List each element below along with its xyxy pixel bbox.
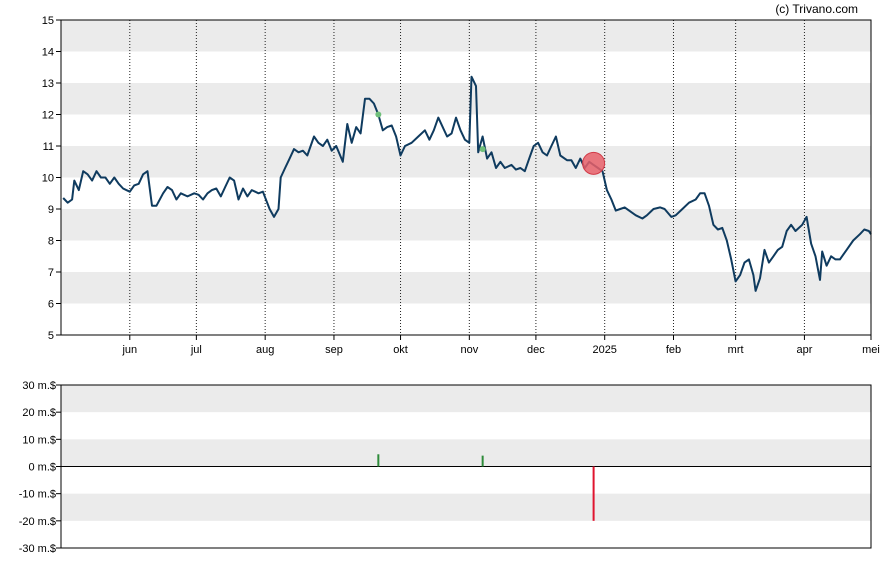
price-y-tick-labels: 5 6 7 8 9 10 11 12 13 14 15 (42, 15, 61, 342)
volume-y-tick-label: 10 m.$ (22, 434, 56, 446)
y-tick-label: 10 (42, 173, 54, 185)
volume-band (61, 493, 871, 521)
x-tick-label: mrt (728, 344, 744, 356)
y-tick-label: 7 (48, 267, 54, 279)
y-tick-label: 8 (48, 236, 54, 248)
x-tick-label: apr (796, 344, 812, 356)
copyright-text: (c) Trivano.com (775, 2, 858, 16)
volume-y-tick-label: -10 m.$ (19, 489, 56, 501)
y-tick-label: 5 (48, 330, 54, 342)
y-tick-label: 11 (43, 141, 54, 153)
volume-y-tick-label: 0 m.$ (28, 462, 56, 474)
y-tick-label: 15 (42, 15, 54, 27)
volume-bars (377, 454, 595, 521)
x-tick-label: okt (393, 344, 408, 356)
price-band (61, 272, 871, 304)
x-tick-label: aug (256, 344, 274, 356)
y-tick-label: 13 (42, 78, 54, 90)
x-tick-label: mei (862, 344, 880, 356)
y-tick-label: 6 (48, 299, 54, 311)
volume-y-tick-labels: -30 m.$ -20 m.$ -10 m.$ 0 m.$ 10 m.$ 20 m.$ 30… (19, 380, 61, 555)
volume-y-tick-label: -30 m.$ (19, 543, 56, 555)
volume-background-bands (61, 385, 871, 521)
y-tick-label: 9 (48, 204, 54, 216)
volume-band (61, 439, 871, 467)
buy-marker (375, 111, 382, 118)
sell-marker (582, 151, 606, 175)
y-tick-label: 12 (42, 110, 54, 122)
x-tick-label: sep (325, 344, 343, 356)
volume-y-tick-label: 20 m.$ (22, 407, 56, 419)
x-tick-label: 2025 (592, 344, 616, 356)
price-band (61, 209, 871, 241)
price-band (61, 83, 871, 115)
price-band (61, 146, 871, 178)
price-markers (375, 111, 606, 175)
x-tick-label: nov (460, 344, 478, 356)
buy-marker (479, 146, 486, 153)
x-tick-label: feb (666, 344, 681, 356)
y-tick-label: 14 (42, 47, 54, 59)
price-series-line (62, 75, 872, 292)
price-band (61, 20, 871, 52)
x-tick-label: jul (190, 344, 202, 356)
x-tick-label: dec (527, 344, 545, 356)
volume-y-tick-label: -20 m.$ (19, 516, 56, 528)
volume-band (61, 385, 871, 413)
volume-y-tick-label: 30 m.$ (22, 380, 56, 392)
x-tick-label: jun (121, 344, 137, 356)
price-x-tick-labels: jun jul aug sep okt nov dec 2025 feb mrt apr mei (121, 335, 880, 356)
price-line-layer (62, 75, 872, 292)
